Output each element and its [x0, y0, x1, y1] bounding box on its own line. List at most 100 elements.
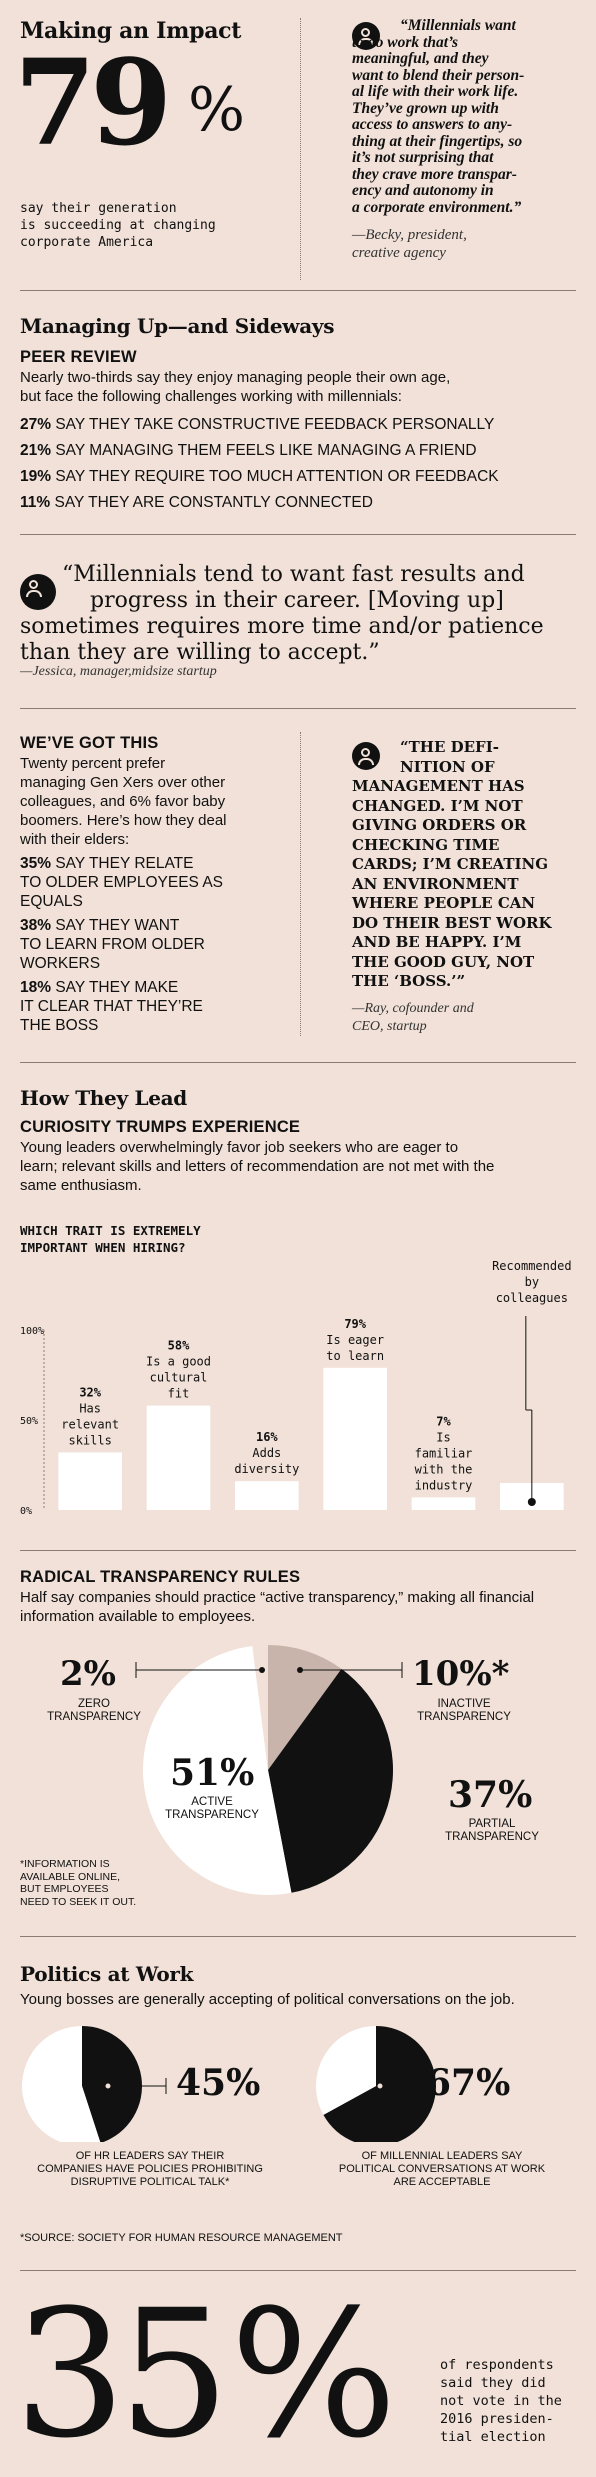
bar-category-label: Has: [79, 1401, 101, 1415]
transparency-subheading: RADICAL TRANSPARENCY RULES: [20, 1568, 301, 1586]
bar-category-label: familiar: [415, 1446, 473, 1460]
bar-category-label: industry: [415, 1478, 473, 1492]
quote-line: THE ‘BOSS.’”: [352, 972, 466, 990]
bar-value-label: 79%: [344, 1317, 366, 1331]
peer-stat: 21% SAY MANAGING THEM FEELS LIKE MANAGIN…: [20, 442, 477, 460]
bar-category-label: skills: [68, 1433, 111, 1447]
bar-category-label: to learn: [326, 1349, 384, 1363]
gotthis-subheading: WE’VE GOT THIS: [20, 734, 159, 752]
vote-big-number: 35: [14, 2272, 230, 2477]
quote-line: a corporate environment.”: [352, 198, 522, 216]
stat-pct: 21%: [20, 442, 52, 459]
bar-category-label: Is: [436, 1430, 450, 1444]
caption-line: ACTIVE: [191, 1796, 233, 1808]
quote-line: “Millennials want: [400, 17, 516, 34]
quote-line: NITION OF: [400, 757, 495, 776]
footnote-line: NEED TO SEEK IT OUT.: [20, 1895, 137, 1908]
y-tick-label: 100%: [20, 1326, 44, 1337]
becky-quote: “Millennials want to do work that’s mean…: [352, 17, 590, 216]
footnote-line: BUT EMPLOYEES: [20, 1883, 109, 1895]
vote-caption: of respondents said they did not vote in…: [440, 2356, 562, 2446]
impact-heading: Making an Impact: [20, 18, 242, 44]
quote-line: AND BE HAPPY. I’M: [352, 933, 522, 951]
stat-text: SAY THEY REQUIRE TOO MUCH ATTENTION OR F…: [55, 468, 499, 485]
quote-line: ency and autonomy in: [352, 182, 494, 199]
bar-value-label: 7%: [436, 1414, 451, 1428]
stat-text: WORKERS: [20, 955, 101, 972]
hiring-bar-chart: 100% 50% 0% 32% Has relevant skills 58% Is a goo…: [20, 1260, 572, 1517]
bar: [146, 1405, 211, 1510]
section-divider: [20, 2270, 576, 2271]
stat-text: TO LEARN FROM OLDER: [20, 936, 205, 953]
quote-line: They’ve grown up with: [352, 99, 499, 117]
inactive-leader-dot: [297, 1667, 303, 1673]
vote-percent-sign: %: [230, 2272, 398, 2477]
bar-category-label: fit: [168, 1387, 190, 1401]
stat-text: SAY THEY WANT: [55, 917, 180, 934]
bar-category-label: with the: [415, 1462, 473, 1476]
bar-value-label: 32%: [79, 1385, 101, 1399]
jessica-attribution: —Jessica, manager,midsize startup: [20, 664, 217, 679]
ray-attribution: —Ray, cofounder and CEO, startup: [352, 1000, 474, 1036]
caption-line: OF MILLENNIAL LEADERS SAY: [361, 2150, 523, 2162]
right-caption: OF MILLENNIAL LEADERS SAY POLITICAL CONV…: [300, 2150, 584, 2189]
bar-category-label: Is eager: [326, 1333, 384, 1347]
bar-category-label: Recommended: [492, 1260, 571, 1273]
bar-category-label: by: [525, 1275, 539, 1289]
ray-quote: “THE DEFI- NITION OF MANAGEMENT HAS CHAN…: [352, 738, 590, 992]
quote-line: THE GOOD GUY, NOT: [352, 952, 535, 971]
partial-caption: PARTIAL TRANSPARENCY: [432, 1818, 552, 1844]
peer-stat: 19% SAY THEY REQUIRE TOO MUCH ATTENTION …: [20, 468, 499, 486]
managing-heading: Managing Up—and Sideways: [20, 314, 335, 338]
person-icon: [20, 574, 56, 610]
intro-line: colleagues, and 6% favor baby: [20, 793, 226, 810]
right-pct: 67%: [426, 2062, 511, 2104]
bar-category-label: cultural: [150, 1371, 208, 1385]
active-slice: [143, 1645, 292, 1895]
quote-line: than they are willing to accept.”: [20, 640, 380, 665]
stat-pct: 11%: [20, 494, 51, 511]
intro-line: information available to employees.: [20, 1608, 256, 1625]
intro-line: managing Gen Xers over other: [20, 774, 226, 791]
transparency-pie-chart: [135, 1645, 403, 1895]
caption-line: 2016 presiden-: [440, 2411, 554, 2427]
footnote-line: AVAILABLE ONLINE,: [20, 1870, 120, 1883]
becky-attribution: —Becky, president, creative agency: [352, 226, 467, 262]
leaders-no-slice: [316, 2026, 376, 2115]
lead-intro: Young leaders overwhelmingly favor job s…: [20, 1138, 494, 1195]
lead-heading: How They Lead: [20, 1086, 187, 1110]
zero-caption: ZERO TRANSPARENCY: [38, 1698, 150, 1724]
right-leader-dot: [376, 2082, 384, 2090]
caption-line: TRANSPARENCY: [47, 1711, 141, 1723]
y-tick-label: 0%: [20, 1506, 32, 1517]
intro-line: boomers. Here’s how they deal: [20, 812, 227, 829]
caption-line: said they did: [440, 2375, 546, 2391]
intro-line: Young leaders overwhelmingly favor job s…: [20, 1139, 459, 1156]
elder-stat: 18% SAY THEY MAKE IT CLEAR THAT THEY’RE …: [20, 978, 203, 1035]
intro-line: with their elders:: [20, 831, 130, 848]
impact-caption: say their generation is succeeding at ch…: [20, 200, 216, 251]
quote-line: it’s not surprising that: [352, 149, 494, 166]
caption-line: DISRUPTIVE POLITICAL TALK*: [70, 2176, 230, 2188]
intro-line: same enthusiasm.: [20, 1177, 142, 1194]
section-divider: [20, 534, 576, 535]
caption-line: TRANSPARENCY: [417, 1711, 511, 1723]
person-icon: [352, 742, 380, 770]
transparency-intro: Half say companies should practice “acti…: [20, 1588, 534, 1626]
attrib-line: —Ray, cofounder and: [352, 1001, 474, 1016]
lead-subheading: CURIOSITY TRUMPS EXPERIENCE: [20, 1118, 301, 1136]
impact-percent-sign: %: [188, 75, 246, 145]
stat-pct: 38%: [20, 917, 52, 934]
bar-category-label: relevant: [61, 1417, 119, 1431]
quote-line: CHANGED. I’M NOT: [352, 796, 523, 815]
section-divider: [20, 1062, 576, 1063]
stat-text: SAY MANAGING THEM FEELS LIKE MANAGING A …: [55, 442, 477, 459]
managing-intro: Nearly two-thirds say they enjoy managin…: [20, 368, 450, 406]
inactive-pct: 10%*: [412, 1654, 510, 1694]
quote-line: AN ENVIRONMENT: [352, 874, 519, 893]
intro-line: Nearly two-thirds say they enjoy managin…: [20, 369, 451, 386]
bar-category-label: colleagues: [496, 1291, 568, 1305]
attrib-line: creative agency: [352, 245, 446, 261]
caption-line: OF HR LEADERS SAY THEIR: [75, 2150, 225, 2162]
caption-line: ZERO: [78, 1698, 110, 1710]
